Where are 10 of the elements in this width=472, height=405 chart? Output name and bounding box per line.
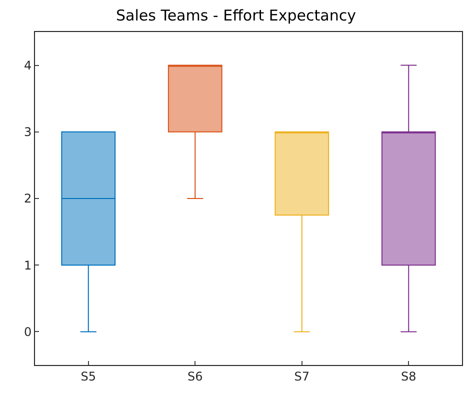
- x-tick-label: S6: [187, 369, 203, 384]
- y-tick-label: 0: [24, 324, 32, 339]
- y-tick-label: 2: [24, 192, 32, 206]
- y-tick-label: 3: [24, 125, 32, 140]
- y-tick-label: 1: [24, 258, 32, 272]
- y-tick-label: 4: [24, 58, 32, 72]
- x-tick-label: S7: [294, 369, 310, 384]
- chart-title: Sales Teams - Effort Expectancy: [116, 6, 356, 25]
- x-tick-label: S5: [80, 369, 96, 384]
- x-tick-label: S8: [400, 369, 416, 384]
